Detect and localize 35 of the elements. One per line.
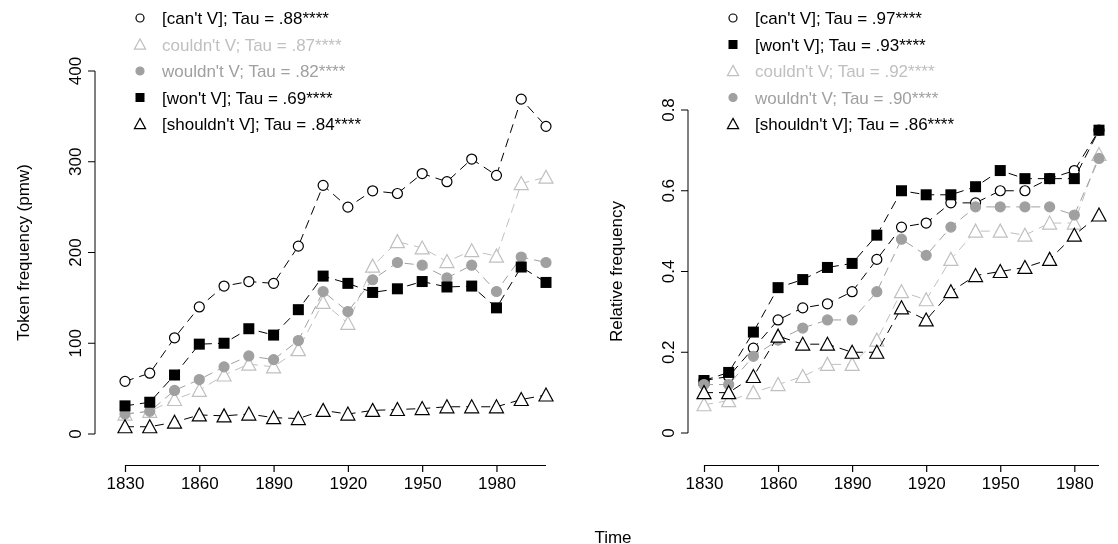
legend-label: [can't V]; Tau = .88**** [162, 9, 330, 28]
legend-label: wouldn't V; Tau = .90**** [754, 88, 939, 108]
x-tick-label: 1920 [329, 474, 368, 494]
x-tick-label: 1830 [106, 474, 145, 494]
x-tick-label: 1830 [685, 474, 724, 494]
legend-label: couldn't V; Tau = .87**** [162, 35, 342, 55]
x-tick-label: 1860 [180, 474, 219, 494]
x-tick-label: 1890 [833, 474, 872, 494]
y-tick-label: 0.8 [659, 98, 678, 122]
legend-label: [can't V]; Tau = .97**** [755, 9, 923, 28]
y-tick-label: 0.6 [659, 178, 678, 203]
x-axis-title: Time [594, 528, 632, 544]
y-tick-label: 0.4 [659, 259, 678, 284]
legend-label: couldn't V; Tau = .92**** [755, 62, 935, 81]
y-tick-label: 300 [66, 147, 85, 176]
legend-label: wouldn't V; Tau = .82**** [161, 62, 346, 81]
legend-label: [won't V]; Tau = .93**** [755, 35, 927, 55]
y-axis-title: Token frequency (pmw) [14, 164, 33, 341]
y-axis-title: Relative frequency [607, 200, 626, 342]
y-tick-label: 100 [66, 329, 85, 358]
y-tick-label: 400 [66, 56, 85, 86]
x-tick-label: 1980 [478, 474, 516, 494]
y-tick-label: 0 [66, 429, 85, 439]
x-tick-label: 1860 [759, 474, 798, 494]
x-tick-label: 1980 [1055, 474, 1094, 494]
y-tick-label: 0 [659, 428, 678, 438]
x-tick-label: 1950 [981, 474, 1020, 494]
legend-label: [shouldn't V]; Tau = .86**** [755, 115, 955, 134]
y-tick-label: 0.2 [659, 340, 678, 365]
x-tick-label: 1950 [403, 474, 442, 494]
y-tick-label: 200 [66, 238, 85, 267]
legend-label: [won't V]; Tau = .69**** [162, 88, 334, 108]
legend-label: [shouldn't V]; Tau = .84**** [162, 115, 362, 134]
x-tick-label: 1920 [907, 474, 946, 494]
x-tick-label: 1890 [255, 474, 293, 494]
